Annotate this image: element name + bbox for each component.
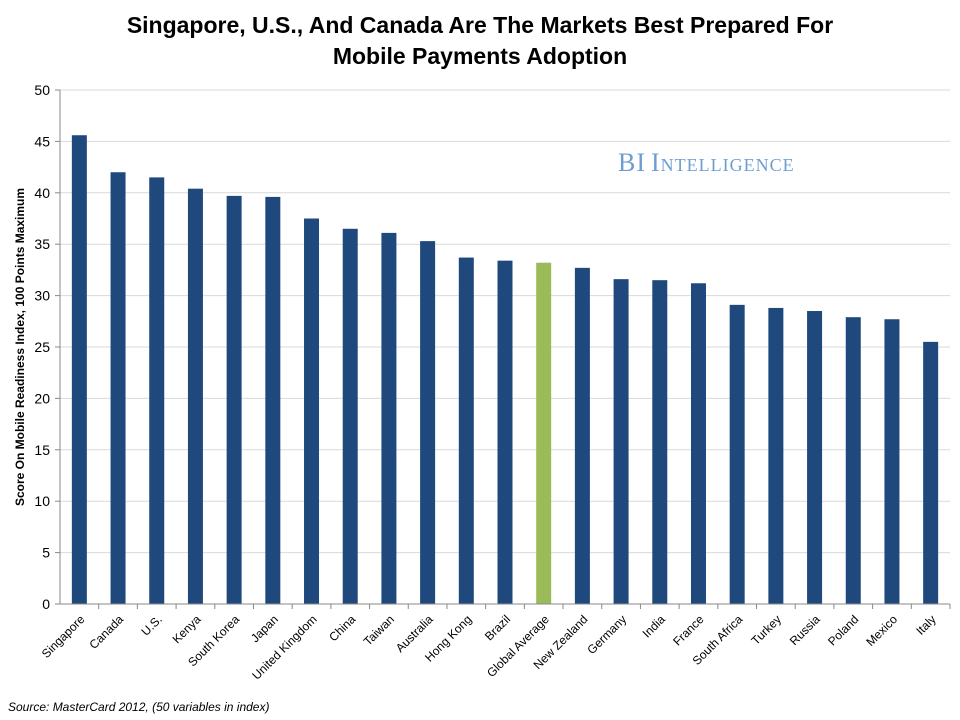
brand-word-1: BI xyxy=(618,148,646,177)
x-tick-label: Japan xyxy=(248,612,281,645)
x-tick-label: Poland xyxy=(825,612,861,648)
chart-title-line-2: Mobile Payments Adoption xyxy=(332,43,628,69)
bar-taiwan xyxy=(381,232,397,604)
bar-global-average xyxy=(536,262,552,604)
x-tick-label: Canada xyxy=(87,612,127,652)
brand-word-2: Intelligence xyxy=(651,148,795,177)
bar-south-africa xyxy=(729,304,745,604)
bar-south-korea xyxy=(226,195,242,604)
y-tick-label: 15 xyxy=(34,442,50,458)
bar-germany xyxy=(613,279,629,604)
bar-france xyxy=(690,283,706,604)
bi-intelligence-logo: BI Intelligence xyxy=(618,148,795,178)
y-tick-label: 30 xyxy=(34,288,50,304)
bar-brazil xyxy=(497,260,513,604)
x-tick-label: U.S. xyxy=(138,612,164,638)
source-note: Source: MasterCard 2012, (50 variables i… xyxy=(8,700,270,714)
x-tick-label: Italy xyxy=(913,612,938,637)
bar-poland xyxy=(845,317,861,604)
bar-united-kingdom xyxy=(304,218,320,604)
y-axis-title: Score On Mobile Readiness Index, 100 Poi… xyxy=(13,188,27,506)
bar-australia xyxy=(420,241,436,604)
x-tick-label: Singapore xyxy=(39,612,88,661)
x-tick-label: Mexico xyxy=(863,612,900,649)
bars xyxy=(71,135,939,605)
x-tick-label: Germany xyxy=(584,612,629,657)
y-tick-label: 25 xyxy=(34,339,50,355)
bar-new-zealand xyxy=(574,267,590,604)
x-tick-label: Kenya xyxy=(170,612,204,646)
bar-singapore xyxy=(71,135,87,604)
x-tick-label: Taiwan xyxy=(361,612,397,648)
y-tick-label: 0 xyxy=(42,596,50,612)
x-tick-label: Russia xyxy=(787,612,823,648)
chart-title: Singapore, U.S., And Canada Are The Mark… xyxy=(60,10,900,72)
y-axis-ticks: 0 5 10 15 20 25 30 35 40 45 50 xyxy=(34,82,60,612)
x-tick-label: France xyxy=(670,612,707,649)
x-tick-label: China xyxy=(326,612,358,644)
bar-canada xyxy=(110,172,126,605)
bar-russia xyxy=(807,311,823,604)
y-tick-label: 50 xyxy=(34,82,50,98)
bar-italy xyxy=(923,341,939,604)
bar-india xyxy=(652,280,668,604)
bar-turkey xyxy=(768,307,784,604)
x-tick-label: Brazil xyxy=(482,612,513,643)
x-tick-label: India xyxy=(640,612,669,641)
bar-japan xyxy=(265,196,281,605)
bar-china xyxy=(342,228,358,604)
bar-mexico xyxy=(884,319,900,604)
bar-u-s- xyxy=(149,177,165,604)
bar-kenya xyxy=(187,188,203,605)
chart-title-line-1: Singapore, U.S., And Canada Are The Mark… xyxy=(126,12,834,38)
y-tick-label: 45 xyxy=(34,133,50,149)
y-tick-label: 10 xyxy=(34,493,50,509)
y-tick-label: 35 xyxy=(34,236,50,252)
y-tick-label: 5 xyxy=(42,545,50,561)
x-tick-label: Turkey xyxy=(748,612,784,648)
y-tick-label: 40 xyxy=(34,185,50,201)
bar-hong-kong xyxy=(458,257,474,604)
y-tick-label: 20 xyxy=(34,390,50,406)
